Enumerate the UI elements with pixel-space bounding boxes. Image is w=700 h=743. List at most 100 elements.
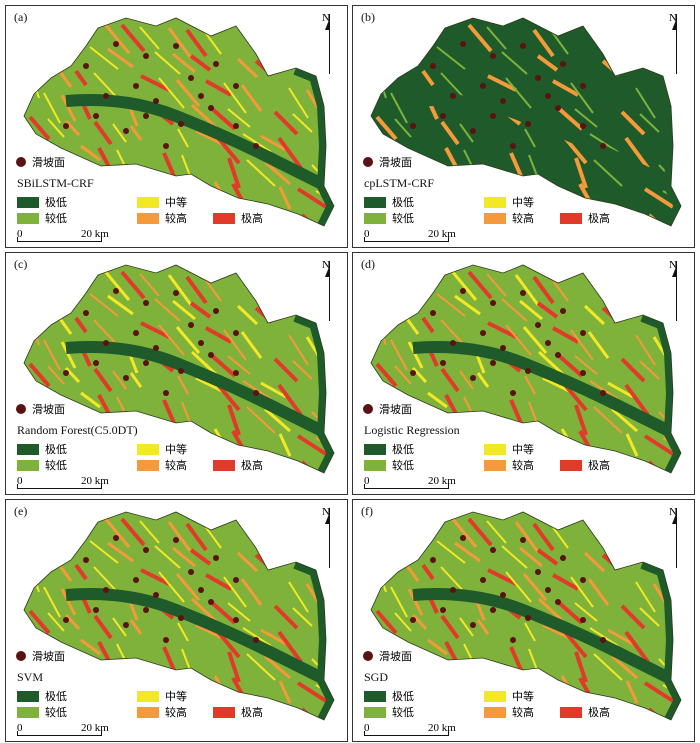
texture-stroke: [282, 459, 296, 473]
texture-stroke: [593, 159, 623, 187]
landslide-point: [560, 61, 566, 67]
texture-stroke: [542, 129, 572, 147]
texture-stroke: [240, 84, 263, 112]
north-label: N: [322, 12, 330, 24]
texture-stroke: [486, 26, 507, 50]
legend-swatch: [484, 443, 506, 455]
landslide-point: [430, 310, 436, 316]
texture-stroke: [589, 627, 619, 647]
texture-stroke: [672, 139, 681, 157]
legend-item: 极高: [213, 457, 263, 473]
susceptibility-map: [370, 511, 682, 721]
texture-stroke: [195, 376, 225, 394]
texture-stroke: [83, 665, 106, 689]
susceptibility-map: [23, 17, 335, 227]
texture-stroke: [536, 301, 559, 319]
landslide-point: [208, 352, 214, 358]
north-arrow: N: [317, 506, 339, 576]
landslide-point: [143, 360, 149, 366]
texture-stroke: [60, 94, 77, 122]
texture-stroke: [246, 653, 276, 681]
landslide-legend: 滑坡面: [363, 648, 412, 664]
legend-swatch: [560, 459, 582, 471]
texture-stroke: [459, 123, 474, 143]
texture-stroke: [375, 609, 398, 635]
legend-label: 极低: [392, 444, 414, 456]
texture-stroke: [277, 630, 303, 664]
landslide-point: [173, 43, 179, 49]
landslide-point: [103, 340, 109, 346]
landslide-point: [440, 113, 446, 119]
valley-low-zone: [412, 94, 676, 192]
susceptibility-map: [370, 264, 682, 474]
texture-stroke: [612, 210, 627, 226]
texture-stroke: [101, 666, 121, 688]
susceptibility-map: [23, 511, 335, 721]
map-outline: [370, 511, 682, 721]
texture-stroke: [185, 28, 208, 58]
legend-swatch: [17, 690, 39, 702]
texture-stroke: [205, 326, 232, 344]
texture-stroke: [411, 613, 428, 631]
map-outline: [23, 511, 335, 721]
landslide-point: [490, 547, 496, 553]
legend-label: 中等: [512, 197, 534, 209]
texture-stroke: [175, 79, 201, 107]
texture-stroke: [328, 412, 334, 438]
legend-swatch: [484, 212, 506, 224]
legend-swatch: [17, 443, 39, 455]
texture-stroke: [501, 545, 528, 569]
texture-stroke: [154, 545, 181, 569]
legend-swatch: [560, 706, 582, 718]
model-name: Logistic Regression: [364, 423, 460, 437]
legend-item: 中等: [484, 441, 534, 457]
texture-stroke: [242, 133, 272, 153]
model-name: cpLSTM-CRF: [364, 176, 435, 190]
legend-item: 极低: [364, 688, 414, 704]
texture-stroke: [120, 517, 146, 547]
texture-stroke: [411, 366, 428, 384]
texture-stroke: [101, 172, 121, 194]
texture-stroke: [449, 516, 478, 548]
texture-stroke: [430, 171, 453, 195]
texture-stroke: [421, 316, 435, 334]
landslide-point: [198, 340, 204, 346]
texture-stroke: [407, 341, 424, 369]
texture-stroke: [643, 434, 675, 456]
texture-stroke: [555, 105, 584, 131]
texture-stroke: [28, 362, 51, 388]
texture-stroke: [227, 108, 251, 128]
north-arrow: N: [664, 506, 686, 576]
model-name: Random Forest(C5.0DT): [17, 423, 138, 437]
panel-letter: (e): [14, 504, 28, 518]
texture-stroke: [223, 576, 247, 608]
landslide-point: [103, 93, 109, 99]
legend-label: 较高: [512, 213, 534, 225]
landslide-point: [163, 143, 169, 149]
texture-stroke: [524, 375, 536, 395]
north-label: N: [669, 506, 677, 518]
texture-stroke: [208, 352, 237, 378]
landslide-point: [480, 577, 486, 583]
north-arrow: N: [664, 259, 686, 329]
landslide-point: [535, 322, 541, 328]
texture-stroke: [177, 128, 189, 148]
texture-stroke: [394, 612, 412, 632]
texture-stroke: [28, 609, 51, 635]
landslide-dot-icon: [16, 404, 26, 414]
landslide-point: [233, 330, 239, 336]
texture-stroke: [487, 74, 517, 92]
legend-label: 极高: [588, 460, 610, 472]
texture-stroke: [107, 541, 134, 563]
texture-stroke: [454, 294, 481, 316]
texture-stroke: [64, 613, 81, 631]
texture-stroke: [487, 568, 517, 586]
texture-stroke: [60, 588, 77, 616]
legend-item: 较低: [364, 457, 414, 473]
texture-stroke: [620, 357, 646, 383]
texture-stroke: [167, 27, 193, 59]
scale-bar: 0 20 km: [17, 722, 117, 736]
landslide-point: [93, 113, 99, 119]
texture-stroke: [587, 84, 610, 112]
landslide-point: [143, 547, 149, 553]
